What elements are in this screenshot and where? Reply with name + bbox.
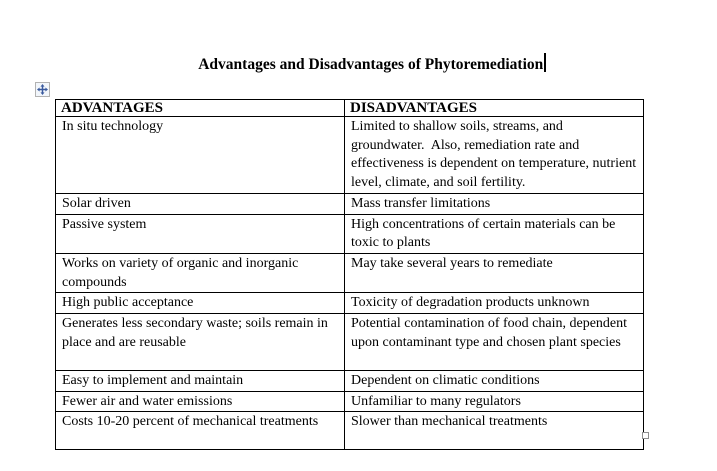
table-row: Solar driven Mass transfer limitations [55,192,644,215]
column-header-disadvantages[interactable]: DISADVANTAGES [344,99,644,117]
table-header-row: ADVANTAGES DISADVANTAGES [55,99,644,117]
advantage-cell[interactable]: Generates less secondary waste; soils re… [55,313,345,372]
text-cursor-caret [544,53,546,72]
advantage-cell[interactable]: In situ technology [55,116,345,194]
disadvantage-cell[interactable]: Mass transfer limitations [344,192,644,215]
document-title-text: Advantages and Disadvantages of Phytorem… [198,56,544,73]
column-header-advantages[interactable]: ADVANTAGES [55,99,345,117]
disadvantage-cell[interactable]: Limited to shallow soils, streams, and g… [344,116,644,194]
document-title[interactable]: Advantages and Disadvantages of Phytorem… [78,53,666,75]
table-row: Costs 10-20 percent of mechanical treatm… [55,411,644,451]
move-arrows-icon [37,84,48,95]
table-move-handle[interactable] [35,82,50,97]
disadvantage-cell[interactable]: Dependent on climatic conditions [344,370,644,392]
table-row: High public acceptance Toxicity of degra… [55,292,644,315]
advantage-cell[interactable]: Solar driven [55,192,345,215]
advantage-cell[interactable]: Fewer air and water emissions [55,390,345,413]
advantage-cell[interactable]: Works on variety of organic and inorgani… [55,252,345,294]
table-row: Passive system High concentrations of ce… [55,213,644,254]
advantage-cell[interactable]: Easy to implement and maintain [55,370,345,392]
table-resize-handle[interactable] [642,432,649,439]
table-row: Fewer air and water emissions Unfamiliar… [55,390,644,413]
table-row: Works on variety of organic and inorgani… [55,252,644,294]
phytoremediation-table: ADVANTAGES DISADVANTAGES In situ technol… [55,99,644,451]
advantage-cell[interactable]: High public acceptance [55,292,345,315]
table-row: Generates less secondary waste; soils re… [55,313,644,372]
advantage-cell[interactable]: Costs 10-20 percent of mechanical treatm… [55,411,345,451]
disadvantage-cell[interactable]: Toxicity of degradation products unknown [344,292,644,315]
disadvantage-cell[interactable]: High concentrations of certain materials… [344,213,644,254]
disadvantage-cell[interactable]: Potential contamination of food chain, d… [344,313,644,372]
table-row: In situ technology Limited to shallow so… [55,116,644,194]
table-row: Easy to implement and maintain Dependent… [55,370,644,392]
disadvantage-cell[interactable]: May take several years to remediate [344,252,644,294]
advantage-cell[interactable]: Passive system [55,213,345,254]
disadvantage-cell[interactable]: Slower than mechanical treatments [344,411,644,451]
disadvantage-cell[interactable]: Unfamiliar to many regulators [344,390,644,413]
